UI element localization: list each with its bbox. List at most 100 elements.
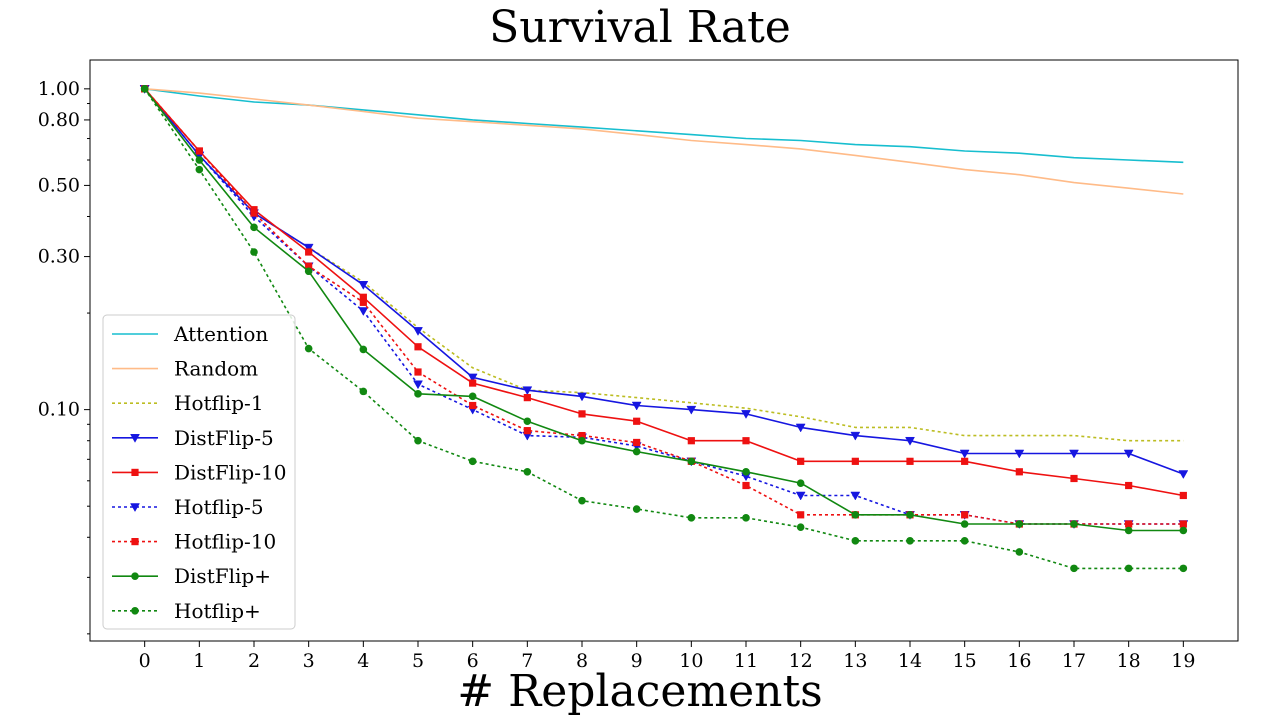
legend-label: Attention (173, 322, 268, 346)
data-point (906, 537, 914, 545)
series-line (144, 88, 1184, 195)
series-line (144, 88, 1184, 532)
data-point (250, 223, 258, 232)
legend-marker (131, 607, 139, 615)
data-point (523, 468, 532, 476)
legend-label: Hotflip-10 (174, 530, 276, 554)
series-line (144, 88, 1184, 475)
data-point (796, 479, 805, 487)
data-point (1179, 526, 1188, 535)
data-point (959, 449, 970, 459)
x-tick-label: 14 (898, 650, 922, 672)
data-point (850, 431, 861, 441)
series-hotflip-10 (141, 85, 1187, 528)
data-point (687, 437, 695, 445)
x-tick-label: 17 (1062, 650, 1086, 672)
data-point (1123, 449, 1134, 459)
data-point (305, 248, 313, 256)
x-tick-label: 10 (679, 650, 703, 672)
data-point (1015, 520, 1024, 528)
legend-marker (130, 434, 140, 443)
data-point (1014, 449, 1025, 459)
series-distflip-10 (141, 85, 1187, 500)
data-point (796, 523, 805, 532)
data-point (1015, 468, 1023, 476)
legend-box (102, 314, 296, 630)
series-distflip-5 (139, 85, 1189, 480)
data-point (1178, 470, 1189, 480)
x-tick-label: 8 (576, 650, 588, 672)
legend-marker (130, 503, 140, 513)
data-point (961, 457, 969, 465)
data-point (467, 373, 478, 383)
legend-label: DistFlip+ (174, 564, 271, 588)
legend-item: Hotflip-10 (112, 530, 276, 554)
legend-item: Hotflip+ (112, 599, 261, 623)
data-point (359, 293, 367, 301)
data-point (413, 380, 423, 390)
x-tick-label: 0 (139, 650, 151, 672)
x-tick-label: 16 (1007, 650, 1031, 672)
legend-item: Hotflip-1 (112, 391, 264, 415)
y-tick-label: 0.10 (38, 399, 80, 421)
chart-title: Survival Rate (489, 2, 791, 53)
data-point (905, 436, 915, 446)
x-tick-label: 5 (412, 650, 424, 672)
data-point (414, 368, 422, 376)
data-point (304, 344, 313, 353)
series-line (144, 88, 1184, 164)
data-point (578, 431, 586, 440)
data-point (359, 345, 368, 354)
legend-item: Attention (112, 322, 268, 346)
x-tick-label: 9 (631, 650, 643, 672)
data-point (578, 496, 586, 505)
data-point (414, 436, 422, 445)
data-point (1125, 481, 1133, 490)
data-point (631, 401, 642, 411)
legend-label: Hotflip-5 (174, 495, 264, 519)
data-point (742, 481, 750, 490)
data-point (468, 392, 477, 401)
legend: Attention Random Hotflip-1 DistFlip-5 DistFl… (102, 314, 296, 630)
data-point (850, 491, 861, 501)
data-point (358, 307, 369, 316)
legend-label: DistFlip-5 (174, 426, 274, 450)
legend-marker (131, 572, 139, 580)
data-point (469, 401, 477, 410)
x-tick-label: 3 (303, 650, 315, 672)
data-point (795, 491, 806, 501)
y-tick-label: 1.00 (38, 78, 80, 100)
data-point (469, 379, 477, 387)
data-point (1069, 449, 1079, 459)
data-point (578, 410, 586, 418)
data-point (414, 343, 422, 351)
y-tick-label: 0.50 (38, 174, 80, 196)
legend-marker (131, 468, 139, 476)
data-point (906, 511, 914, 519)
x-tick-label: 1 (193, 650, 205, 672)
data-point (305, 262, 313, 270)
legend-item: Random (112, 357, 258, 381)
data-point (797, 457, 805, 465)
series-line (144, 88, 1184, 525)
data-point (742, 468, 750, 476)
data-point (577, 392, 587, 402)
legend-marker (131, 538, 139, 546)
data-point (795, 423, 806, 433)
y-tick-label: 0.30 (38, 246, 80, 268)
data-point (1070, 564, 1078, 573)
data-point (250, 248, 258, 256)
x-tick-label: 13 (843, 650, 867, 672)
series-attention (144, 88, 1184, 164)
data-point (195, 165, 204, 174)
series-hotflip- (140, 85, 1188, 573)
data-point (960, 537, 969, 545)
legend-item: Hotflip-5 (112, 495, 264, 519)
data-point (303, 243, 314, 253)
data-point (523, 417, 532, 426)
data-point (1125, 520, 1133, 528)
x-tick-label: 7 (521, 650, 533, 672)
series-distflip- (140, 85, 1188, 535)
series-line (144, 88, 1184, 525)
data-point (687, 514, 696, 522)
